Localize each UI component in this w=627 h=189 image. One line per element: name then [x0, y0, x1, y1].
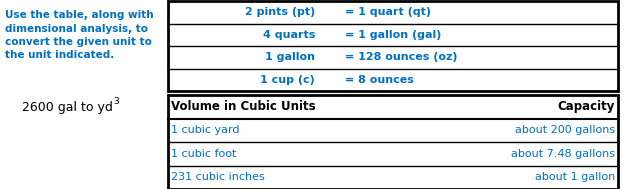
Text: 1 gallon: 1 gallon: [265, 52, 315, 62]
Text: 1 cubic yard: 1 cubic yard: [171, 125, 240, 135]
Text: 1 cubic foot: 1 cubic foot: [171, 149, 236, 159]
Text: Capacity: Capacity: [557, 100, 615, 113]
Text: = 128 ounces (oz): = 128 ounces (oz): [345, 52, 458, 62]
Text: dimensional analysis, to: dimensional analysis, to: [5, 23, 148, 33]
Text: about 1 gallon: about 1 gallon: [535, 172, 615, 182]
Text: Volume in Cubic Units: Volume in Cubic Units: [171, 100, 315, 113]
Text: 231 cubic inches: 231 cubic inches: [171, 172, 265, 182]
Text: Use the table, along with: Use the table, along with: [5, 10, 154, 20]
Text: about 200 gallons: about 200 gallons: [515, 125, 615, 135]
Text: 4 quarts: 4 quarts: [263, 30, 315, 40]
Text: = 1 gallon (gal): = 1 gallon (gal): [345, 30, 441, 40]
Text: about 7.48 gallons: about 7.48 gallons: [511, 149, 615, 159]
Text: = 1 quart (qt): = 1 quart (qt): [345, 7, 431, 17]
Bar: [168, 1, 618, 91]
Text: 2 pints (pt): 2 pints (pt): [245, 7, 315, 17]
Text: 2600 gal to yd: 2600 gal to yd: [22, 101, 113, 114]
Text: convert the given unit to: convert the given unit to: [5, 37, 152, 47]
Text: 1 cup (c): 1 cup (c): [260, 75, 315, 85]
Bar: [168, 95, 618, 189]
Text: the unit indicated.: the unit indicated.: [5, 50, 114, 60]
Text: = 8 ounces: = 8 ounces: [345, 75, 414, 85]
Text: 3: 3: [113, 97, 119, 106]
